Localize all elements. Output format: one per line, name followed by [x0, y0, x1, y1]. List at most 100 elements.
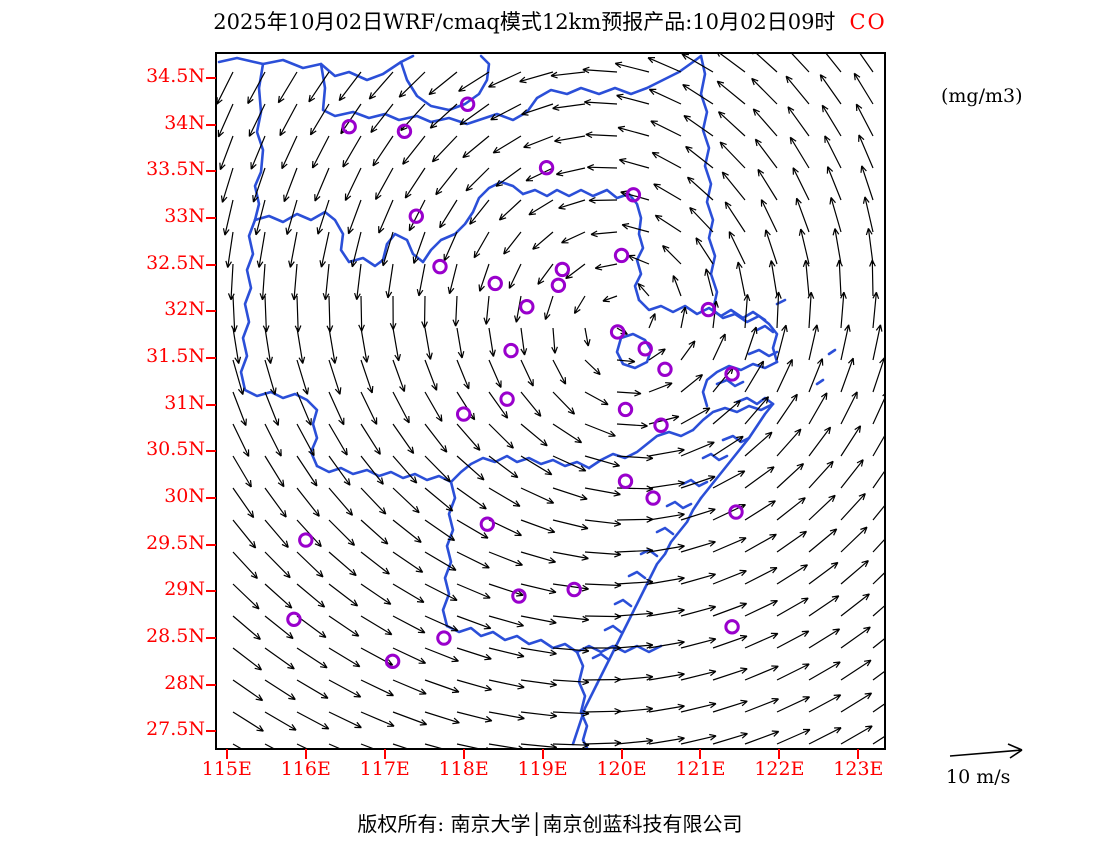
station-marker[interactable] — [396, 123, 413, 140]
station-marker[interactable] — [724, 619, 740, 635]
wind-arrow — [651, 151, 682, 169]
map-canvas — [217, 54, 884, 748]
wind-arrow — [584, 359, 601, 376]
station-marker[interactable] — [479, 516, 496, 532]
wind-arrow — [514, 295, 522, 323]
station-marker[interactable] — [617, 473, 634, 489]
wind-arrow — [220, 167, 234, 203]
wind-arrow — [717, 54, 746, 73]
wind-arrow — [424, 487, 454, 512]
wind-arrow — [840, 425, 862, 457]
wind-arrow — [219, 135, 234, 171]
wind-arrow — [869, 259, 876, 297]
wind-arrow — [264, 391, 280, 426]
station-marker[interactable] — [566, 581, 582, 598]
wind-arrow — [342, 135, 362, 168]
station-marker[interactable] — [455, 406, 472, 422]
wind-arrow — [648, 480, 685, 489]
station-marker[interactable] — [625, 187, 642, 203]
station-marker[interactable] — [700, 301, 717, 318]
x-axis-tick — [462, 749, 465, 759]
wind-arrow — [808, 358, 824, 393]
station-marker[interactable] — [724, 366, 740, 382]
wind-arrow — [338, 71, 362, 102]
station-marker[interactable] — [503, 342, 519, 359]
station-marker[interactable] — [550, 277, 567, 293]
station-marker[interactable] — [637, 341, 653, 357]
wind-arrow — [456, 423, 481, 451]
wind-arrow — [328, 327, 338, 364]
wind-arrow — [681, 54, 714, 73]
wind-arrow — [296, 615, 327, 638]
wind-arrow — [776, 358, 793, 393]
wind-arrow — [776, 728, 811, 745]
wind-arrow — [532, 231, 554, 250]
map-plot-area[interactable] — [215, 52, 886, 750]
wind-arrow — [680, 604, 717, 617]
wind-arrow — [653, 183, 682, 201]
wind-arrow — [412, 231, 426, 264]
wind-arrow — [616, 610, 654, 618]
station-marker[interactable] — [499, 391, 515, 407]
wind-arrow — [776, 696, 811, 713]
wind-arrow — [616, 547, 654, 555]
wind-arrow — [350, 231, 362, 268]
wind-arrow — [616, 578, 654, 586]
wind-arrow — [264, 551, 291, 579]
wind-arrow — [614, 61, 650, 73]
station-marker[interactable] — [728, 504, 744, 520]
wind-arrow — [695, 237, 714, 265]
station-marker[interactable] — [617, 401, 634, 418]
wind-arrow — [648, 447, 685, 457]
y-axis-tick — [206, 403, 216, 406]
wind-arrow — [680, 475, 716, 489]
wind-arrow — [680, 374, 704, 393]
wind-arrow — [360, 391, 378, 425]
station-marker[interactable] — [298, 532, 314, 548]
wind-arrow — [840, 692, 873, 713]
station-marker[interactable] — [341, 118, 357, 135]
wind-arrow — [808, 727, 842, 745]
station-marker[interactable] — [538, 160, 555, 176]
wind-arrow — [776, 497, 806, 521]
wind-arrow — [256, 231, 266, 268]
wind-arrow — [712, 667, 748, 681]
station-marker[interactable] — [286, 611, 302, 628]
station-marker[interactable] — [487, 275, 503, 292]
station-marker[interactable] — [436, 630, 452, 646]
y-axis-label: 33N — [164, 205, 205, 228]
wind-arrow — [424, 711, 460, 725]
station-marker[interactable] — [554, 261, 571, 278]
wind-arrow — [375, 167, 394, 200]
copyright-footer: 版权所有: 南京大学│南京创蓝科技有限公司 — [0, 808, 1100, 837]
wind-arrow — [573, 295, 586, 314]
station-marker[interactable] — [657, 361, 673, 377]
y-axis-label: 28N — [164, 671, 205, 694]
station-marker[interactable] — [653, 417, 669, 433]
station-marker[interactable] — [432, 258, 448, 275]
station-marker[interactable] — [613, 247, 630, 264]
station-marker[interactable] — [384, 653, 401, 670]
station-marker[interactable] — [645, 490, 661, 506]
station-marker[interactable] — [609, 324, 626, 340]
station-marker[interactable] — [459, 96, 476, 112]
wind-arrow — [392, 583, 425, 603]
wind-arrow — [225, 231, 234, 268]
x-axis-tick — [699, 749, 702, 759]
wind-arrow — [584, 676, 622, 684]
wind-arrow — [650, 120, 682, 137]
wind-arrow — [456, 359, 470, 390]
wind-arrow — [520, 327, 528, 356]
station-marker[interactable] — [511, 588, 527, 604]
wind-arrow — [616, 93, 650, 105]
station-marker[interactable] — [519, 299, 535, 315]
station-marker[interactable] — [408, 208, 425, 224]
wind-arrow — [520, 679, 558, 688]
wind-arrow — [712, 537, 747, 553]
wind-arrow — [680, 441, 715, 457]
wind-arrow — [264, 327, 273, 364]
wind-arrow — [744, 567, 778, 585]
wind-arrow — [508, 263, 522, 289]
wind-arrow — [328, 423, 348, 456]
wind-arrow — [840, 357, 855, 393]
